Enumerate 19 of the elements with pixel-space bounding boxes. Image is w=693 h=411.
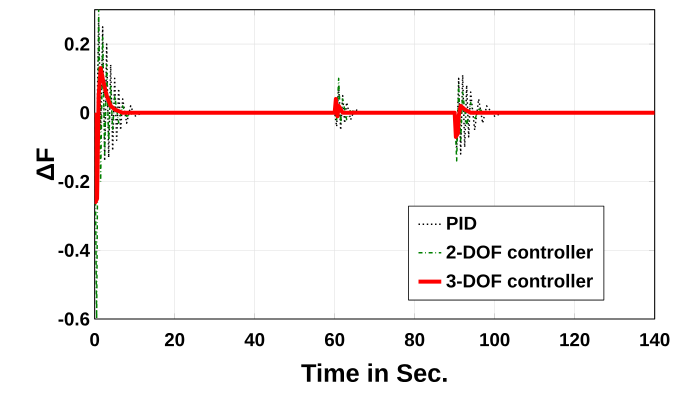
x-tick-label: 0 (90, 333, 100, 346)
y-tick-label: -0.4 (58, 244, 90, 257)
legend-label: 3-DOF controller (446, 274, 593, 288)
x-tick-label: 40 (244, 333, 264, 346)
legend-label: 2-DOF controller (446, 244, 593, 259)
x-tick-label: 60 (324, 333, 344, 346)
x-tick-label: 80 (404, 333, 424, 346)
legend-label: PID (447, 216, 476, 230)
line-series (94, 66, 655, 204)
x-tick-label: 140 (640, 333, 670, 346)
y-tick-label: 0 (80, 106, 90, 120)
x-tick-label: 120 (560, 333, 590, 346)
x-axis-title: Time in Sec. (301, 363, 447, 382)
y-axis-title: ΔF (36, 148, 54, 180)
y-tick-label: 0.2 (64, 37, 90, 51)
x-tick-label: 100 (480, 333, 510, 346)
y-tick-label: -0.6 (58, 312, 90, 326)
y-tick-label: -0.2 (58, 174, 90, 188)
x-tick-label: 20 (164, 333, 184, 346)
